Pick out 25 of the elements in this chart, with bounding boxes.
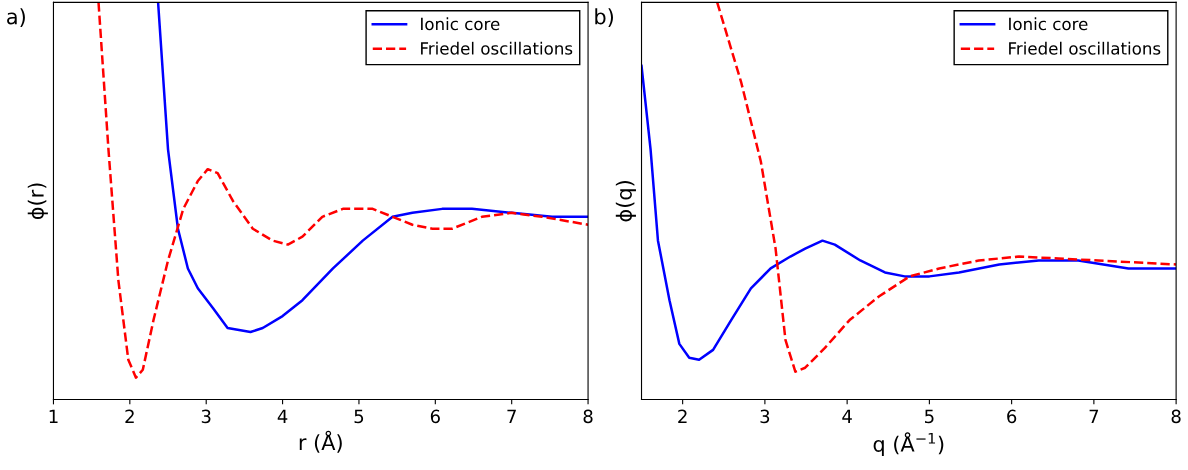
x-tick-label: 3 (760, 409, 770, 424)
legend-label: Ionic core (421, 17, 500, 31)
x-tick-label: 8 (583, 409, 593, 424)
legend-label: Ionic core (1009, 17, 1088, 31)
y-axis-title: ϕ(r) (27, 183, 48, 220)
x-tick-label: 7 (507, 409, 516, 423)
x-tick-label: 2 (125, 409, 134, 423)
x-tick-label: 3 (201, 409, 211, 424)
x-tick-label: 5 (925, 409, 934, 424)
x-axis-title: q (Å$^{−1}$) (873, 432, 944, 456)
x-tick-label: 7 (1089, 409, 1099, 423)
text: a) (7, 8, 25, 27)
legend-label: Friedel oscillations (1009, 41, 1161, 55)
x-tick-label: 2 (678, 409, 687, 423)
legend-label: Friedel oscillations (421, 41, 573, 55)
x-tick-label: 6 (430, 409, 440, 424)
y-axis-title: ϕ(q) (615, 181, 636, 222)
x-tick-label: 4 (277, 409, 288, 423)
x-tick-label: 6 (1007, 409, 1017, 424)
x-tick-label: 8 (1171, 409, 1181, 424)
x-tick-label: 4 (842, 409, 852, 423)
x-axis-title: r (Å) (299, 430, 342, 453)
x-tick-label: 1 (49, 409, 58, 423)
x-tick-label: 5 (354, 409, 364, 424)
text: b) (595, 8, 613, 27)
